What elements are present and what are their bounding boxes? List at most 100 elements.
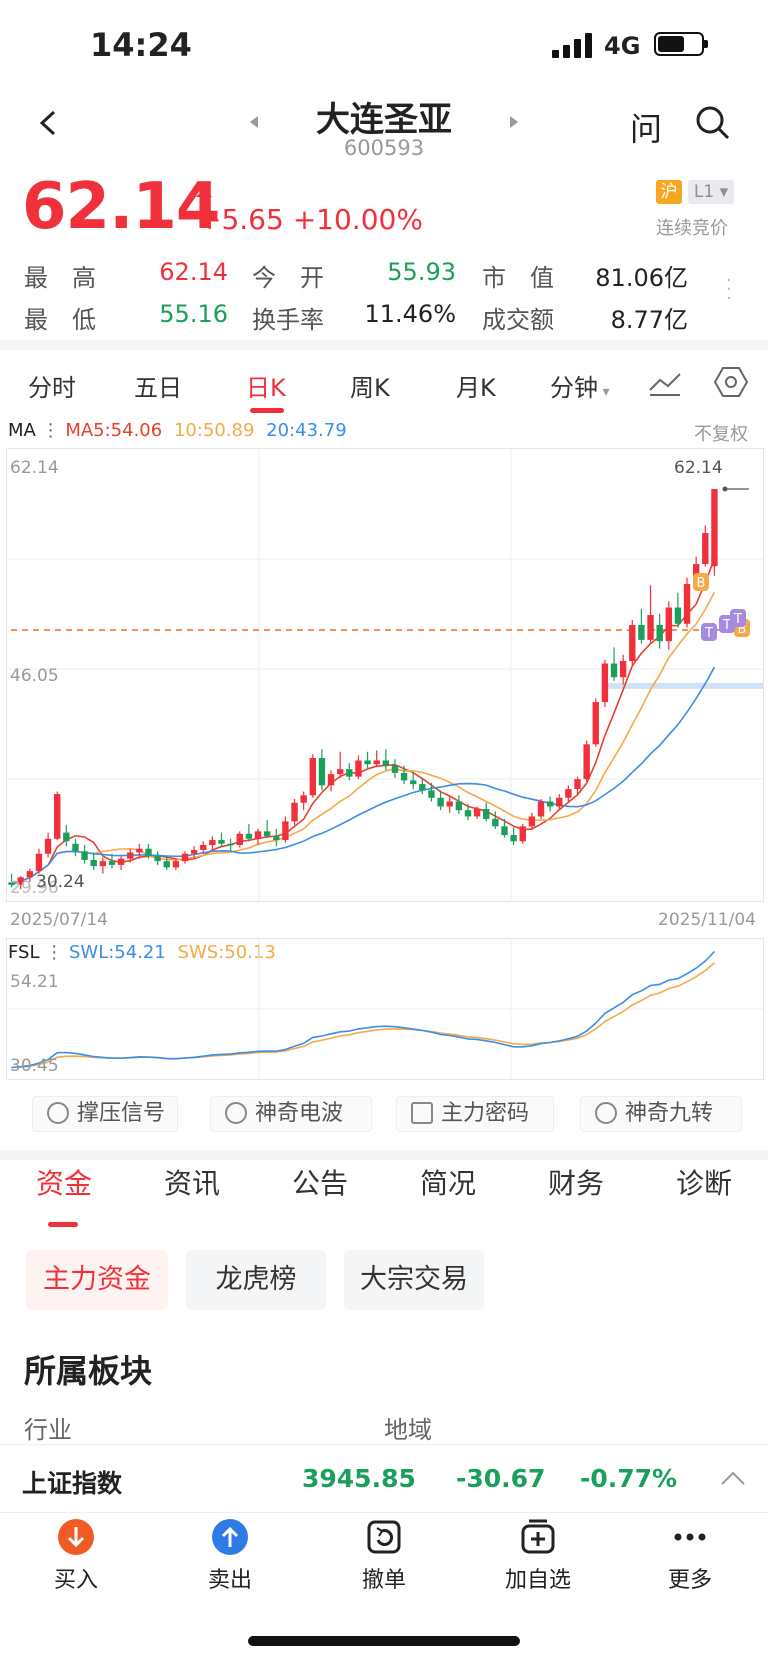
signal-main-code[interactable]: 主力密码 [396,1096,554,1132]
candle-body [117,858,125,865]
candle-body [592,702,599,745]
candle-body [647,615,654,640]
fsl-top: 54.21 [10,972,59,992]
candle-body [8,882,15,885]
candle-body [583,744,590,780]
candle-body [702,533,709,565]
y-axis-low-cut: 29.96 [10,878,59,898]
adjust-toggle[interactable]: 不复权 [694,424,748,445]
signal-magic-wave[interactable]: 神奇电波 [210,1096,372,1132]
sector-region-label[interactable]: 地域 [384,1416,432,1444]
tab-profile[interactable]: 简况 [420,1167,477,1200]
tab-wuri[interactable]: 五日 [134,374,182,402]
sell-button[interactable]: 卖出 [180,1518,280,1594]
chart-style-icon[interactable] [648,368,682,402]
index-row[interactable]: 上证指数 3945.85 -30.67 -0.77% [0,1446,768,1512]
index-percent: -0.77% [580,1464,678,1493]
candle-body [245,833,253,839]
tab-week-k[interactable]: 周K [350,374,390,402]
tab-announcements[interactable]: 公告 [292,1167,349,1200]
signal-icon-radio [47,1102,69,1124]
network-label: 4G [604,32,641,60]
tab-funds[interactable]: 资金 [36,1167,93,1200]
low-value: 55.16 [159,300,228,328]
signal-label: 撑压信号 [77,1101,166,1126]
high-label: 最 高 [24,264,96,292]
sell-label: 卖出 [207,1568,252,1593]
candle-body [683,583,691,624]
amount-value: 8.77亿 [610,306,688,334]
lock-icon [411,1102,433,1124]
candle-body [711,489,718,567]
candle-body [336,769,344,775]
candle-body [254,831,262,839]
buy-label: 买入 [53,1568,98,1593]
candle-body [537,801,545,817]
more-button[interactable]: 更多 [640,1518,740,1594]
candle-body [291,802,298,822]
back-icon[interactable] [34,108,64,138]
stock-name: 大连圣亚 [316,100,452,140]
home-indicator [248,1636,520,1646]
fsl-legend[interactable]: FSL ⋮ SWL:54.21 SWS:50.13 [8,942,276,963]
candle-body [364,760,371,765]
ma10-value: 10:50.89 [173,420,255,441]
candle-body [355,760,362,777]
candle-body [181,853,189,862]
tab-finance[interactable]: 财务 [548,1167,605,1200]
ma-legend[interactable]: MA ⋮ MA5:54.06 10:50.89 20:43.79 [8,420,347,441]
subtab-main-funds[interactable]: 主力资金 [26,1250,168,1310]
candle-body [154,856,161,862]
level-badge[interactable]: L1 ▾ [688,180,734,204]
tab-news[interactable]: 资讯 [164,1167,221,1200]
sector-title: 所属板块 [24,1352,153,1390]
candle-body [163,861,170,868]
subtab-block-trade[interactable]: 大宗交易 [344,1250,484,1310]
signal-magic-nine[interactable]: 神奇九转 [580,1096,742,1132]
candle-body [629,624,636,662]
tab-minute[interactable]: 分钟 ▾ [550,374,610,402]
candle-body [90,859,97,867]
candle-body [108,861,116,865]
candle-body [610,663,618,678]
prev-stock-icon[interactable] [248,114,260,133]
candle-body [309,757,316,796]
ask-button[interactable]: 问 [630,110,663,148]
change-value: +5.65 [198,203,284,236]
buy-button[interactable]: 买入 [26,1518,126,1594]
candle-body [410,780,417,785]
candle-body [510,835,517,842]
buy-marker-text: B [738,622,747,637]
fsl-label: FSL [8,942,40,963]
more-vertical-icon[interactable]: · · · [726,270,732,309]
signal-support-pressure[interactable]: 撑压信号 [32,1096,178,1132]
t-marker-text: T [704,626,713,641]
search-icon[interactable] [694,104,732,146]
tab-month-k[interactable]: 月K [456,374,496,402]
sector-industry-label[interactable]: 行业 [24,1416,72,1444]
buy-marker [693,573,709,591]
candle-body [556,797,563,807]
stock-code: 600593 [343,136,425,160]
candle-body [227,843,234,846]
candle-body [674,607,682,624]
settings-icon[interactable] [713,366,749,402]
candle-body [35,853,43,872]
candle-body [300,795,307,803]
date-end: 2025/11/04 [658,910,756,930]
open-value: 55.93 [387,258,456,286]
divider [0,1150,768,1160]
next-stock-icon[interactable] [508,114,520,133]
tab-diagnosis[interactable]: 诊断 [676,1167,733,1200]
fsl-chart[interactable] [6,938,764,1080]
add-watchlist-button[interactable]: 加自选 [488,1518,588,1594]
ma-label: MA [8,420,36,441]
tab-day-k[interactable]: 日K [246,374,286,402]
subtab-dragon-tiger[interactable]: 龙虎榜 [186,1250,326,1310]
chevron-up-icon[interactable] [720,1470,746,1490]
candle-body [17,877,24,885]
cancel-order-button[interactable]: 撤单 [334,1518,434,1594]
buy-marker-text: B [697,576,706,591]
tab-fenshi[interactable]: 分时 [28,374,76,402]
